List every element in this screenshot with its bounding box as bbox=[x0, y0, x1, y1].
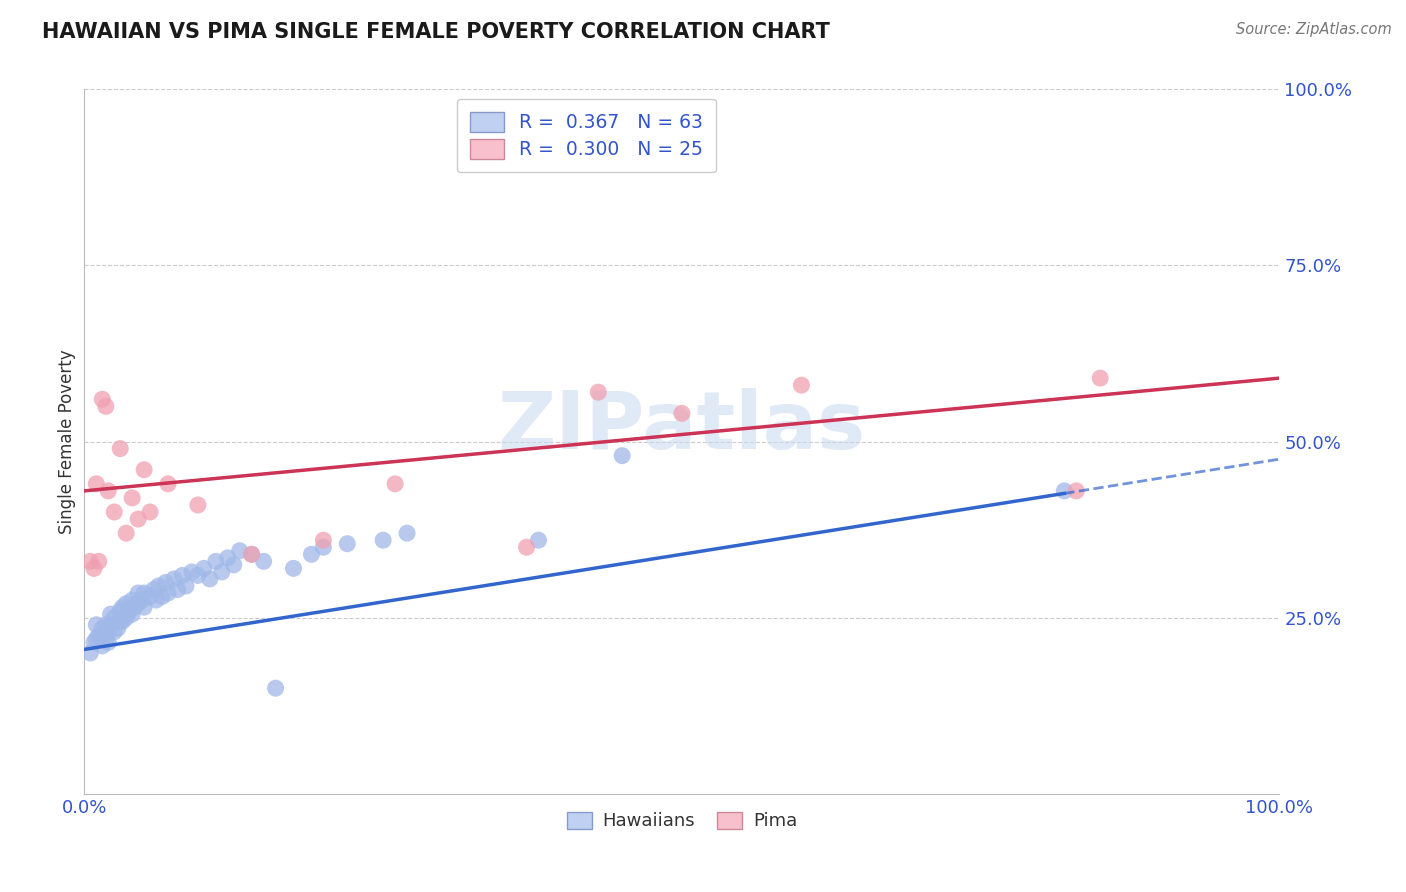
Point bbox=[336, 537, 359, 551]
Point bbox=[79, 554, 101, 568]
Point bbox=[94, 632, 117, 646]
Point bbox=[172, 568, 194, 582]
Point bbox=[121, 593, 143, 607]
Point bbox=[94, 399, 117, 413]
Point bbox=[790, 378, 813, 392]
Point bbox=[103, 610, 125, 624]
Point bbox=[91, 621, 114, 635]
Point bbox=[240, 547, 263, 561]
Point bbox=[312, 541, 335, 555]
Point bbox=[142, 582, 165, 597]
Point bbox=[115, 597, 138, 611]
Point bbox=[240, 547, 263, 561]
Point bbox=[103, 624, 125, 639]
Point bbox=[131, 593, 153, 607]
Point bbox=[187, 498, 209, 512]
Point bbox=[111, 600, 134, 615]
Point bbox=[110, 442, 132, 456]
Point bbox=[91, 639, 114, 653]
Point bbox=[181, 565, 204, 579]
Point bbox=[86, 632, 108, 646]
Point bbox=[264, 681, 287, 696]
Point bbox=[1090, 371, 1112, 385]
Point bbox=[187, 568, 209, 582]
Point bbox=[166, 582, 188, 597]
Point bbox=[115, 526, 138, 541]
Point bbox=[111, 614, 134, 628]
Point bbox=[87, 554, 110, 568]
Point bbox=[97, 624, 120, 639]
Point bbox=[222, 558, 245, 572]
Point bbox=[86, 617, 108, 632]
Point bbox=[127, 586, 149, 600]
Point bbox=[150, 590, 173, 604]
Point bbox=[253, 554, 276, 568]
Point bbox=[79, 646, 101, 660]
Point bbox=[205, 554, 228, 568]
Legend: Hawaiians, Pima: Hawaiians, Pima bbox=[560, 805, 804, 838]
Point bbox=[127, 597, 149, 611]
Point bbox=[103, 505, 125, 519]
Point bbox=[283, 561, 305, 575]
Point bbox=[1053, 483, 1076, 498]
Point bbox=[91, 392, 114, 407]
Point bbox=[83, 635, 105, 649]
Point bbox=[516, 541, 538, 555]
Point bbox=[211, 565, 233, 579]
Point bbox=[157, 586, 180, 600]
Point bbox=[229, 543, 252, 558]
Point bbox=[301, 547, 323, 561]
Point bbox=[163, 572, 186, 586]
Text: HAWAIIAN VS PIMA SINGLE FEMALE POVERTY CORRELATION CHART: HAWAIIAN VS PIMA SINGLE FEMALE POVERTY C… bbox=[42, 22, 830, 42]
Text: ZIPatlas: ZIPatlas bbox=[498, 388, 866, 467]
Point bbox=[174, 579, 197, 593]
Y-axis label: Single Female Poverty: Single Female Poverty bbox=[58, 350, 76, 533]
Point bbox=[612, 449, 634, 463]
Point bbox=[1066, 483, 1088, 498]
Point bbox=[312, 533, 335, 548]
Point bbox=[671, 406, 693, 420]
Point bbox=[198, 572, 221, 586]
Point bbox=[132, 600, 156, 615]
Point bbox=[83, 561, 105, 575]
Point bbox=[115, 610, 138, 624]
Point bbox=[124, 600, 146, 615]
Point bbox=[155, 575, 177, 590]
Point bbox=[100, 607, 122, 622]
Point bbox=[86, 476, 108, 491]
Point bbox=[193, 561, 215, 575]
Point bbox=[373, 533, 395, 548]
Point bbox=[157, 476, 180, 491]
Point bbox=[384, 476, 406, 491]
Point bbox=[110, 614, 132, 628]
Point bbox=[139, 590, 162, 604]
Point bbox=[97, 483, 120, 498]
Point bbox=[132, 586, 156, 600]
Point bbox=[396, 526, 419, 541]
Point bbox=[97, 635, 120, 649]
Point bbox=[139, 505, 162, 519]
Point bbox=[588, 385, 610, 400]
Point bbox=[110, 604, 132, 618]
Point bbox=[132, 463, 156, 477]
Point bbox=[527, 533, 550, 548]
Point bbox=[145, 593, 167, 607]
Point bbox=[148, 579, 170, 593]
Point bbox=[94, 617, 117, 632]
Point bbox=[127, 512, 149, 526]
Point bbox=[118, 604, 141, 618]
Point bbox=[121, 491, 143, 505]
Point bbox=[107, 621, 129, 635]
Point bbox=[217, 550, 239, 565]
Text: Source: ZipAtlas.com: Source: ZipAtlas.com bbox=[1236, 22, 1392, 37]
Point bbox=[87, 628, 110, 642]
Point bbox=[121, 607, 143, 622]
Point bbox=[100, 617, 122, 632]
